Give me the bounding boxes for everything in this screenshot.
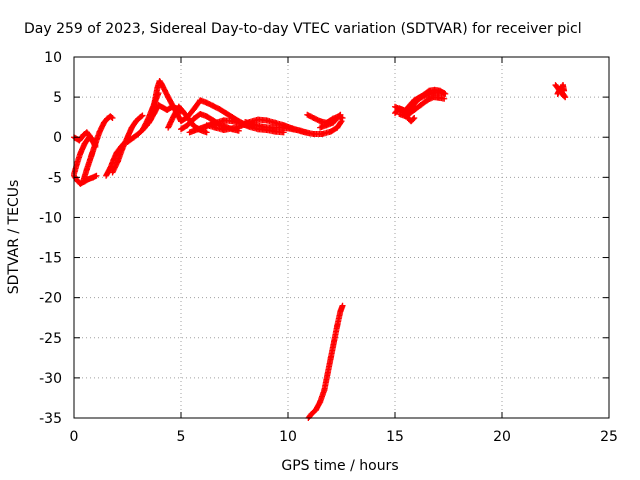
y-tick-label: 0: [53, 130, 62, 146]
data-point: [235, 127, 242, 134]
data-point: [336, 112, 343, 119]
data-point: [442, 90, 449, 97]
y-tick-label: -5: [48, 170, 62, 186]
data-points: [71, 78, 569, 421]
x-tick-label: 25: [600, 429, 618, 445]
grid: [74, 57, 609, 418]
x-tick-label: 10: [279, 429, 297, 445]
x-axis-label: GPS time / hours: [281, 458, 398, 474]
data-point: [108, 114, 115, 121]
data-point: [561, 87, 568, 94]
y-tick-label: -25: [39, 331, 62, 347]
y-tick-label: -20: [39, 291, 62, 307]
x-tick-label: 20: [493, 429, 511, 445]
data-point: [441, 95, 448, 102]
data-point: [138, 113, 145, 120]
x-tick-label: 5: [177, 429, 186, 445]
x-tick-label: 15: [386, 429, 404, 445]
data-point: [337, 111, 344, 118]
y-tick-label: -35: [39, 411, 62, 427]
data-point: [203, 129, 210, 136]
y-tick-label: -10: [39, 210, 62, 226]
x-tick-label: 0: [70, 429, 79, 445]
data-point: [139, 112, 146, 119]
data-point: [337, 119, 344, 126]
y-tick-label: 10: [44, 50, 62, 66]
axis-ticks: 0 5 10 15 20 25 -35 -30 -25 -20 -15 -10 -5 0 5 10: [39, 50, 618, 445]
plot-frame: [73, 56, 610, 419]
y-tick-label: -15: [39, 251, 62, 267]
y-tick-label: -30: [39, 371, 62, 387]
data-point: [339, 302, 346, 309]
y-tick-label: 5: [53, 90, 62, 106]
data-point: [93, 172, 100, 179]
data-point: [109, 114, 116, 121]
chart-title: Day 259 of 2023, Sidereal Day-to-day VTE…: [24, 21, 582, 37]
data-point: [411, 114, 418, 121]
y-axis-label: SDTVAR / TECUs: [6, 180, 22, 295]
data-point: [410, 115, 417, 122]
